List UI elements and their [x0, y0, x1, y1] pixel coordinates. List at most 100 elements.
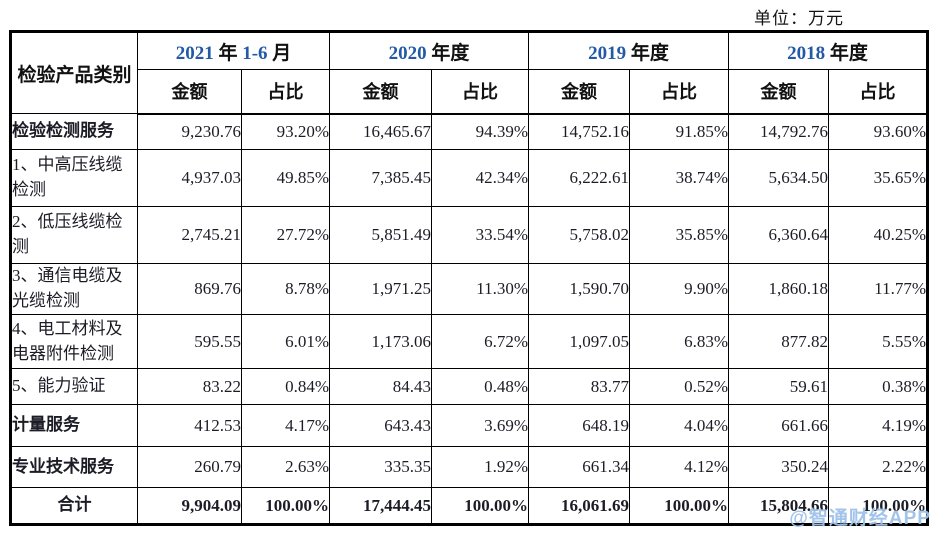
table-cell: 5.55% — [828, 314, 929, 369]
category-header-cell: 检验产品类别 — [10, 31, 138, 114]
period-header-2020: 2020 年度 — [329, 31, 530, 70]
table-cell: 100.00% — [431, 487, 530, 525]
table-cell: 38.74% — [629, 149, 730, 207]
row-label: 专业技术服务 — [10, 446, 138, 488]
table-cell: 661.34 — [528, 446, 631, 488]
table-cell: 260.79 — [137, 446, 242, 488]
table-cell: 6.01% — [240, 314, 331, 369]
table-cell: 4.12% — [629, 446, 730, 488]
table-cell: 648.19 — [528, 404, 631, 447]
table-row: 4、电工材料及电器附件检测 595.55 6.01% 1,173.06 6.72… — [10, 314, 929, 369]
table-cell: 11.77% — [828, 263, 929, 315]
period-header-2019: 2019 年度 — [528, 31, 730, 70]
table-row: 3、通信电缆及光缆检测 869.76 8.78% 1,971.25 11.30%… — [10, 263, 929, 315]
table-cell: 8.78% — [240, 263, 331, 315]
table-cell: 6,222.61 — [528, 149, 631, 207]
table-row: 专业技术服务 260.79 2.63% 335.35 1.92% 661.34 … — [10, 446, 929, 488]
table-row: 2、低压线缆检测 2,745.21 27.72% 5,851.49 33.54%… — [10, 206, 929, 264]
table-cell: 59.61 — [728, 368, 830, 405]
unit-label: 单位：万元 — [754, 9, 844, 28]
table-cell: 2.63% — [240, 446, 331, 488]
table-cell: 83.22 — [137, 368, 242, 405]
amount-header: 金额 — [728, 69, 830, 115]
period-header-2018: 2018 年度 — [728, 31, 929, 70]
table-row: 5、能力验证 83.22 0.84% 84.43 0.48% 83.77 0.5… — [10, 368, 929, 405]
table-cell: 6.72% — [431, 314, 530, 369]
table-row: 检验检测服务 9,230.76 93.20% 16,465.67 94.39% … — [10, 113, 929, 150]
total-row: 合计 9,904.09 100.00% 17,444.45 100.00% 16… — [10, 487, 929, 525]
header-row-periods: 检验产品类别 2021 年 1-6 月 2020 年度 2019 年度 2018… — [10, 31, 929, 114]
table-cell: 16,465.67 — [329, 113, 433, 150]
table-cell: 7,385.45 — [329, 149, 433, 207]
table-cell: 16,061.69 — [528, 487, 631, 525]
period-year-text: 2020 — [388, 42, 427, 64]
table-cell: 9,904.09 — [137, 487, 242, 525]
table-cell: 3.69% — [431, 404, 530, 447]
period-year-text: 2018 — [787, 42, 826, 64]
table-cell: 93.60% — [828, 113, 929, 150]
row-label: 5、能力验证 — [10, 368, 138, 405]
table-cell: 83.77 — [528, 368, 631, 405]
table-cell: 35.65% — [828, 149, 929, 207]
table-cell: 2,745.21 — [137, 206, 242, 264]
table-cell: 877.82 — [728, 314, 830, 369]
amount-header: 金额 — [329, 69, 433, 115]
table-cell: 1,173.06 — [329, 314, 433, 369]
table-cell: 335.35 — [329, 446, 433, 488]
row-label: 2、低压线缆检测 — [10, 206, 138, 264]
table-cell: 0.48% — [431, 368, 530, 405]
ratio-header: 占比 — [240, 69, 331, 115]
table-cell: 5,634.50 — [728, 149, 830, 207]
ratio-header: 占比 — [431, 69, 530, 115]
table-cell: 412.53 — [137, 404, 242, 447]
table-cell: 0.84% — [240, 368, 331, 405]
period-year-text: 2021 — [175, 42, 214, 64]
table-cell: 9,230.76 — [137, 113, 242, 150]
row-label: 合计 — [10, 487, 138, 525]
table-cell: 1.92% — [431, 446, 530, 488]
table-cell: 100.00% — [828, 487, 929, 525]
table-cell: 84.43 — [329, 368, 433, 405]
row-label: 1、中高压线缆检测 — [10, 149, 138, 207]
table-cell: 5,758.02 — [528, 206, 631, 264]
table-cell: 595.55 — [137, 314, 242, 369]
amount-header: 金额 — [528, 69, 631, 115]
table-cell: 91.85% — [629, 113, 730, 150]
row-label: 3、通信电缆及光缆检测 — [10, 263, 138, 315]
table-cell: 94.39% — [431, 113, 530, 150]
table-cell: 661.66 — [728, 404, 830, 447]
table-cell: 6.83% — [629, 314, 730, 369]
table-cell: 42.34% — [431, 149, 530, 207]
table-cell: 4.04% — [629, 404, 730, 447]
table-cell: 33.54% — [431, 206, 530, 264]
table-cell: 5,851.49 — [329, 206, 433, 264]
period-year-text: 2019 — [588, 42, 627, 64]
table-cell: 0.52% — [629, 368, 730, 405]
ratio-header: 占比 — [828, 69, 929, 115]
table-cell: 93.20% — [240, 113, 331, 150]
table-cell: 17,444.45 — [329, 487, 433, 525]
table-cell: 35.85% — [629, 206, 730, 264]
table-cell: 0.38% — [828, 368, 929, 405]
table-cell: 4.19% — [828, 404, 929, 447]
table-cell: 1,590.70 — [528, 263, 631, 315]
table-cell: 4.17% — [240, 404, 331, 447]
amount-header: 金额 — [137, 69, 242, 115]
table-cell: 2.22% — [828, 446, 929, 488]
table-cell: 643.43 — [329, 404, 433, 447]
table-cell: 40.25% — [828, 206, 929, 264]
table-cell: 100.00% — [240, 487, 331, 525]
period-header-2021: 2021 年 1-6 月 — [136, 31, 331, 70]
row-label: 计量服务 — [10, 404, 138, 447]
table-cell: 6,360.64 — [728, 206, 830, 264]
watermark: @智通财经APP — [789, 508, 931, 529]
table-cell: 1,097.05 — [528, 314, 631, 369]
table-cell: 1,860.18 — [728, 263, 830, 315]
table-cell: 100.00% — [629, 487, 730, 525]
table-cell: 1,971.25 — [329, 263, 433, 315]
header-row-subcolumns: 金额 占比 金额 占比 金额 占比 金额 占比 — [11, 69, 929, 115]
table-cell: 49.85% — [240, 149, 331, 207]
table-cell: 14,752.16 — [528, 113, 631, 150]
row-label: 检验检测服务 — [10, 113, 138, 150]
